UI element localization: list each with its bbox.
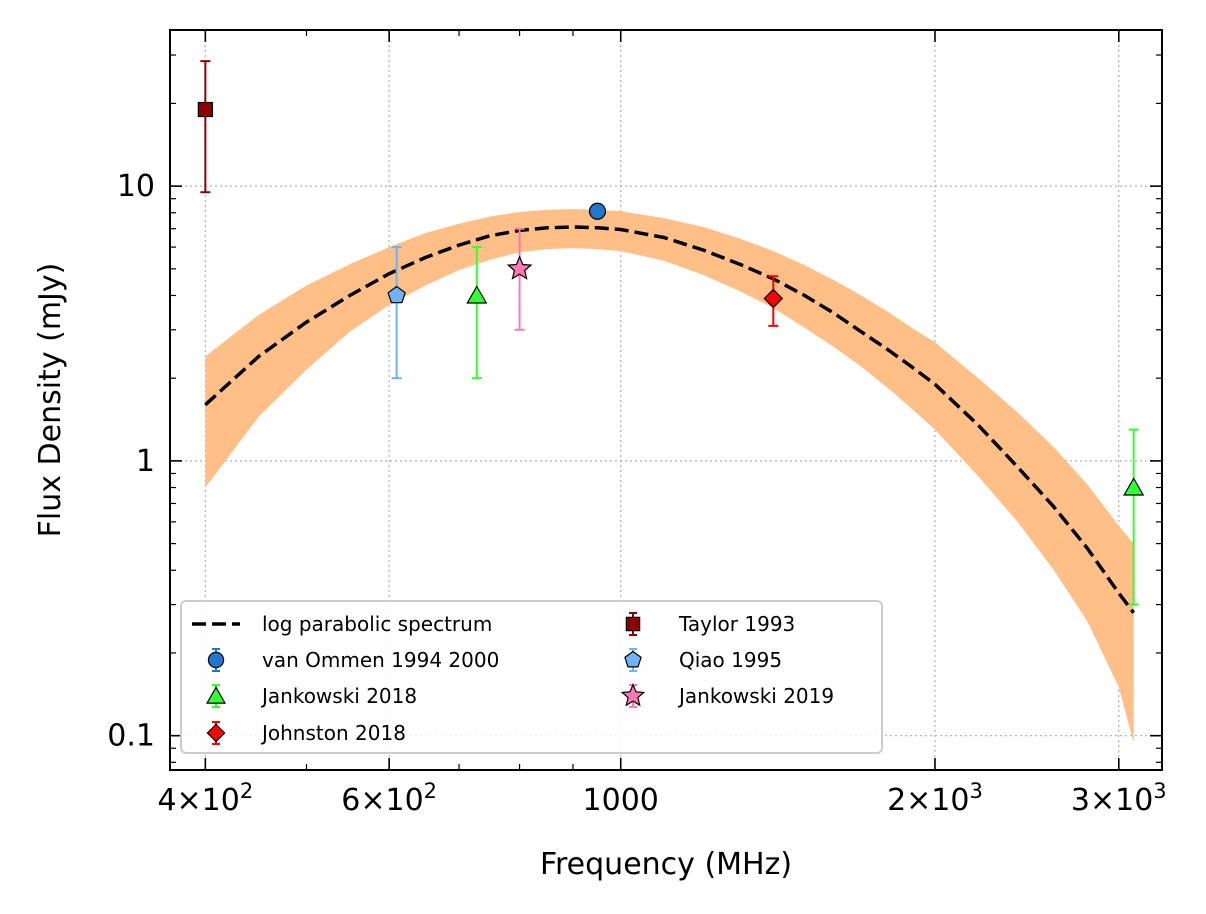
x-tick-labels: 4×102 6×102 1000 2×103 3×103 [157,779,1166,818]
x-tick-label: 4×102 [157,779,253,818]
data-points [197,60,1145,606]
y-axis-label: Flux Density (mJy) [33,263,68,538]
data-point [1123,477,1145,496]
data-point [387,285,406,304]
model-uncertainty-band [205,209,1134,744]
legend-marker [205,686,227,704]
x-tick-label: 2×103 [887,779,983,818]
model-band [205,209,1134,744]
model-line [204,225,1136,614]
legend-label: Johnston 2018 [260,721,406,745]
legend-label: Jankowski 2019 [677,684,834,708]
y-tick-label: 0.1 [107,719,155,754]
data-point [588,202,607,220]
data-point [763,288,784,309]
data-point [197,101,213,118]
legend-marker [620,683,646,707]
x-tick-label: 1000 [583,783,659,818]
legend: log parabolic spectrum van Ommen 1994 200… [180,600,883,754]
model-curve [204,225,1136,614]
data-point [506,255,533,280]
x-tick-label: 6×102 [341,779,437,818]
axis-ticks [170,30,1162,770]
legend-marker [206,723,226,743]
legend-label: log parabolic spectrum [262,612,492,636]
legend-box [180,600,883,754]
legend-label: van Ommen 1994 2000 [262,648,499,672]
legend-label: Qiao 1995 [679,648,782,672]
x-tick-label: 3×103 [1071,779,1167,818]
legend-label: Taylor 1993 [678,612,795,636]
plot-frame [169,29,1163,771]
y-tick-label: 1 [136,444,155,479]
legend-marker [207,651,225,669]
legend-label: Jankowski 2018 [260,684,417,708]
legend-marker [625,616,641,632]
x-axis-label: Frequency (MHz) [540,847,792,882]
data-point [466,285,488,304]
y-tick-label: 10 [117,169,155,204]
y-tick-labels: 0.1 1 10 [107,169,155,754]
legend-marker [624,650,642,668]
